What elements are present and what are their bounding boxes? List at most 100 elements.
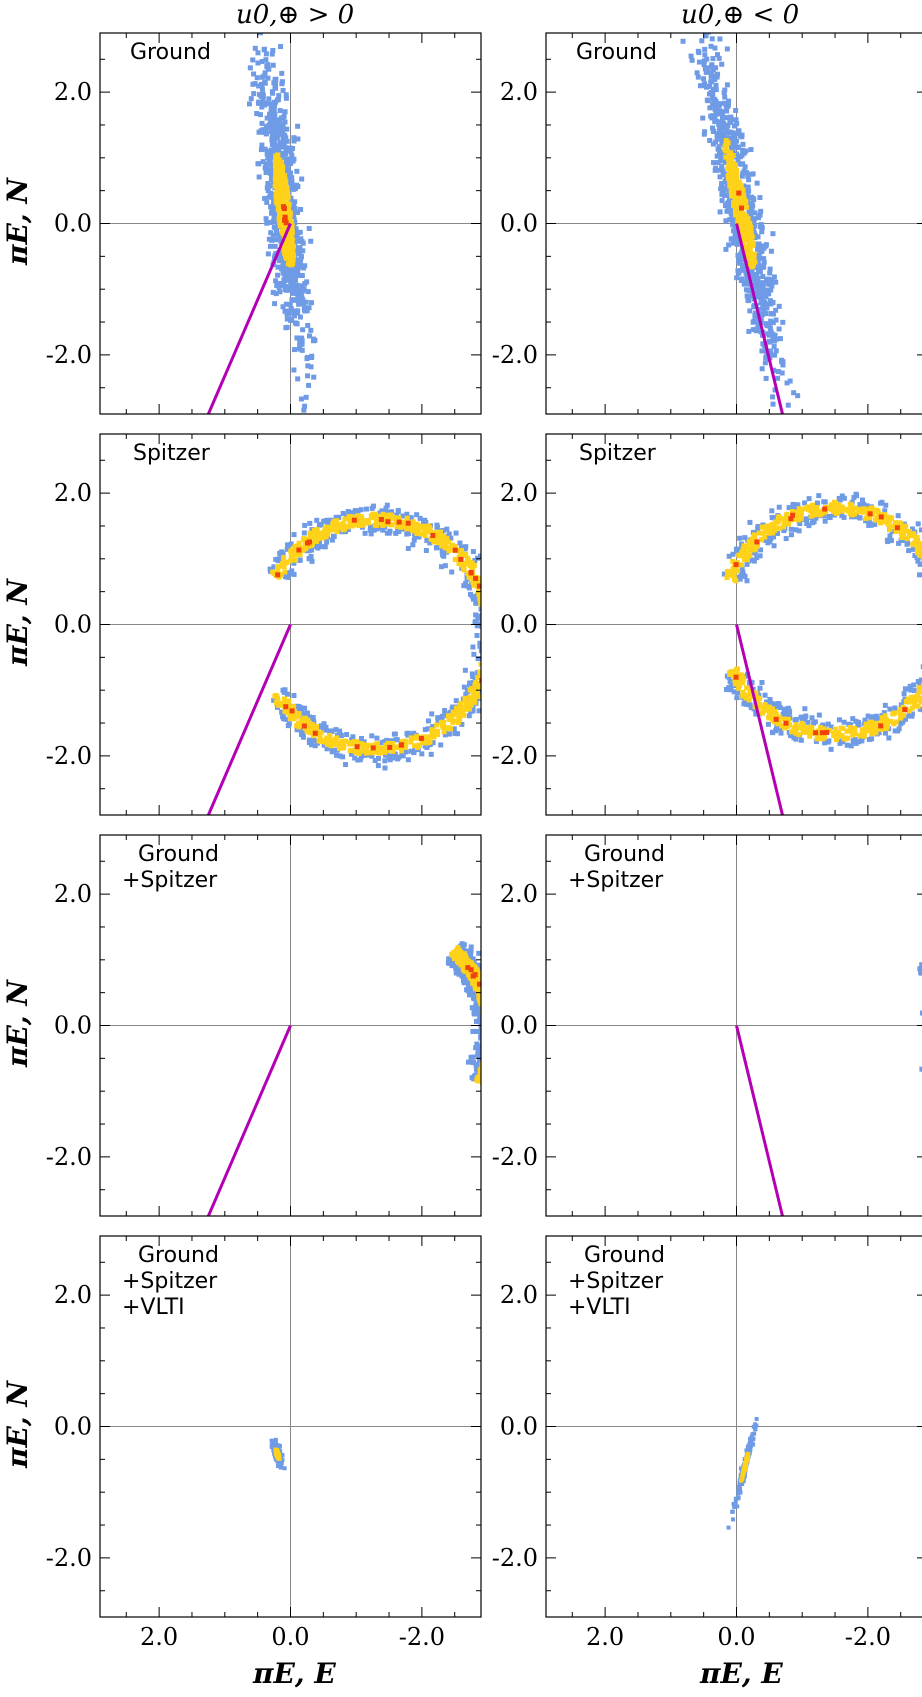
point-outer xyxy=(324,517,330,523)
point-outer xyxy=(292,347,298,353)
point-middle xyxy=(491,1044,496,1049)
point-middle xyxy=(490,612,495,617)
point-outer xyxy=(715,160,721,166)
point-inner xyxy=(458,556,464,562)
point-outer xyxy=(486,681,491,686)
point-middle xyxy=(482,1008,487,1013)
point-middle xyxy=(486,611,491,616)
point-outer xyxy=(748,147,754,153)
point-middle xyxy=(915,692,921,698)
point-middle xyxy=(798,516,804,522)
point-middle xyxy=(491,628,496,633)
point-outer xyxy=(476,708,481,714)
point-outer xyxy=(718,186,724,192)
point-outer xyxy=(284,138,290,144)
point-outer xyxy=(856,719,862,725)
point-middle xyxy=(751,532,757,538)
point-middle xyxy=(290,247,296,253)
point-middle xyxy=(382,748,388,754)
point-middle xyxy=(482,603,487,608)
point-middle xyxy=(315,732,321,738)
point-outer xyxy=(866,518,872,524)
point-middle xyxy=(359,741,365,747)
point-middle xyxy=(280,164,286,170)
point-outer xyxy=(714,111,720,117)
panel-label: Ground xyxy=(576,40,657,65)
point-outer xyxy=(873,716,879,722)
point-middle xyxy=(832,726,838,732)
point-outer xyxy=(384,530,390,536)
point-middle xyxy=(482,1064,487,1069)
point-middle xyxy=(485,1064,490,1069)
point-inner xyxy=(754,539,760,545)
point-outer xyxy=(766,534,772,540)
point-outer xyxy=(717,152,723,158)
point-outer xyxy=(496,1053,501,1058)
point-middle xyxy=(839,504,845,510)
point-middle xyxy=(800,729,806,735)
point-outer xyxy=(727,135,733,141)
point-middle xyxy=(492,650,497,655)
point-outer xyxy=(369,733,375,739)
point-outer xyxy=(382,752,388,758)
point-middle xyxy=(482,618,487,623)
point-outer xyxy=(722,94,728,100)
point-outer xyxy=(714,133,720,139)
point-outer xyxy=(497,1002,502,1007)
point-outer xyxy=(484,681,489,686)
point-middle xyxy=(748,258,754,264)
point-outer xyxy=(462,978,468,984)
point-outer xyxy=(294,209,300,215)
point-outer xyxy=(470,705,476,711)
point-outer xyxy=(337,753,343,759)
point-outer xyxy=(379,525,385,531)
point-outer xyxy=(473,1018,479,1024)
point-outer xyxy=(765,331,771,337)
point-middle xyxy=(486,1014,491,1019)
point-middle xyxy=(286,710,292,716)
point-outer xyxy=(484,982,489,987)
point-outer xyxy=(295,238,301,244)
point-middle xyxy=(434,722,440,728)
point-middle xyxy=(746,697,752,703)
point-outer xyxy=(473,612,479,618)
point-outer xyxy=(747,268,753,274)
point-inner xyxy=(283,220,289,226)
point-outer xyxy=(756,294,762,300)
point-middle xyxy=(859,728,865,734)
point-middle xyxy=(747,553,753,559)
point-middle xyxy=(470,688,476,694)
point-middle xyxy=(290,716,296,722)
point-outer xyxy=(859,497,865,503)
point-middle xyxy=(328,527,334,533)
point-outer xyxy=(387,757,393,763)
point-inner xyxy=(396,519,402,525)
point-middle xyxy=(488,1005,493,1010)
point-middle xyxy=(439,535,445,541)
point-outer xyxy=(291,693,297,699)
point-outer xyxy=(274,283,280,289)
point-middle xyxy=(493,627,498,632)
point-outer xyxy=(498,643,503,648)
point-outer xyxy=(758,316,764,322)
point-middle xyxy=(286,253,292,259)
point-middle xyxy=(750,242,756,248)
point-outer xyxy=(760,303,766,309)
point-outer xyxy=(763,375,769,381)
y-tick-label: -2.0 xyxy=(46,341,92,369)
point-outer xyxy=(290,290,296,296)
point-middle xyxy=(456,719,462,725)
point-outer xyxy=(493,1068,498,1073)
point-middle xyxy=(485,588,490,593)
point-outer xyxy=(491,1069,496,1074)
point-outer xyxy=(705,98,711,104)
point-outer xyxy=(751,304,757,310)
point-middle xyxy=(464,561,470,567)
point-outer xyxy=(269,51,275,57)
point-outer xyxy=(442,708,448,714)
point-middle xyxy=(486,998,491,1003)
point-outer xyxy=(701,76,707,82)
point-outer xyxy=(479,623,481,629)
point-outer xyxy=(395,509,401,515)
point-outer xyxy=(788,526,794,532)
